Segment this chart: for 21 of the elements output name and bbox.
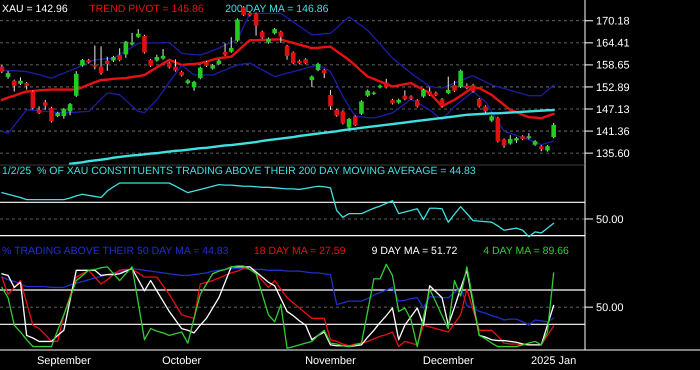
y-tick-label: 158.65 [596, 60, 630, 72]
chart-title: XAU = 142.96 [2, 3, 68, 15]
x-tick-label: October [162, 355, 202, 367]
x-tick-label: September [36, 355, 92, 367]
y-tick-label: 141.36 [596, 126, 630, 138]
y-tick-label: 135.60 [596, 148, 630, 160]
text: 50.00 [596, 214, 624, 226]
text: TREND PIVOT = 145.86 [89, 3, 204, 15]
text: 50.00 [596, 302, 624, 314]
y-tick-label: 152.89 [596, 82, 630, 94]
y-tick-label: 147.13 [596, 104, 630, 116]
series-label: 1/2/25 % OF XAU CONSTITUENTS TRADING ABOVE THEIR 200 DAY MOVING AVERAGE = 44.83 [2, 165, 476, 177]
series-label: 9 DAY MA = 51.72 [372, 245, 458, 257]
y-tick-label: 170.18 [596, 16, 630, 28]
x-tick-label: 2025 Jan [531, 355, 576, 367]
series-label: % TRADING ABOVE THEIR 50 DAY MA = 44.83 [2, 245, 229, 257]
y-tick-label: 164.41 [596, 38, 630, 50]
x-tick-label: December [422, 355, 474, 367]
series-label: 4 DAY MA = 89.66 [483, 245, 570, 257]
x-tick-label: November [305, 355, 356, 367]
series-label: 18 DAY MA = 27.59 [254, 245, 346, 257]
